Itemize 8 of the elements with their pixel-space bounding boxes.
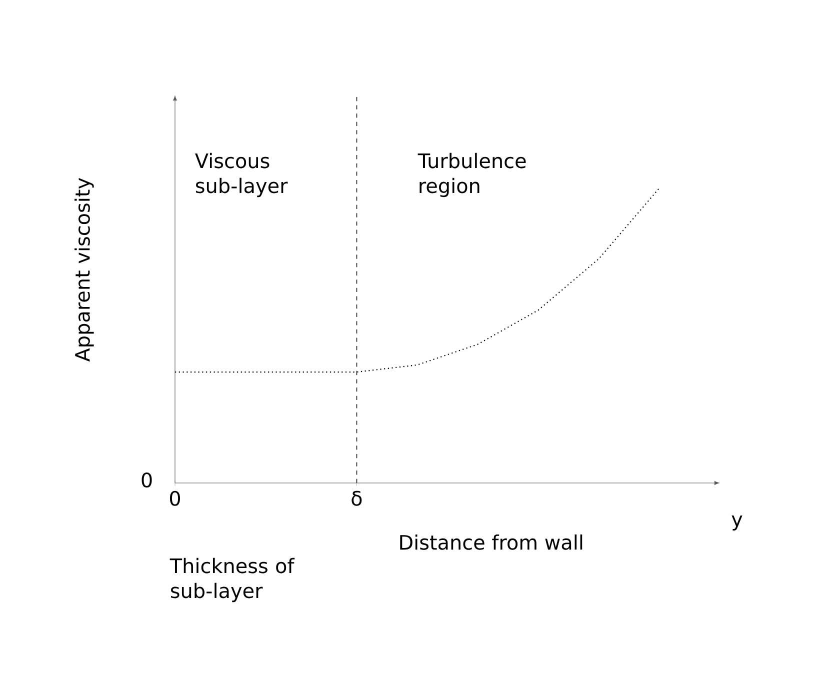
x-axis-title: Distance from wall: [400, 534, 582, 550]
x-tick-label: δ: [352, 490, 362, 506]
annotation: Viscous sub-layer: [195, 152, 288, 198]
text: Thickness of sub-layer: [170, 558, 295, 602]
text: 0: [142, 472, 152, 488]
y-axis-title: Apparent viscosity: [74, 178, 94, 362]
text: y: [732, 515, 742, 531]
annotation: Turbulence region: [418, 152, 526, 198]
